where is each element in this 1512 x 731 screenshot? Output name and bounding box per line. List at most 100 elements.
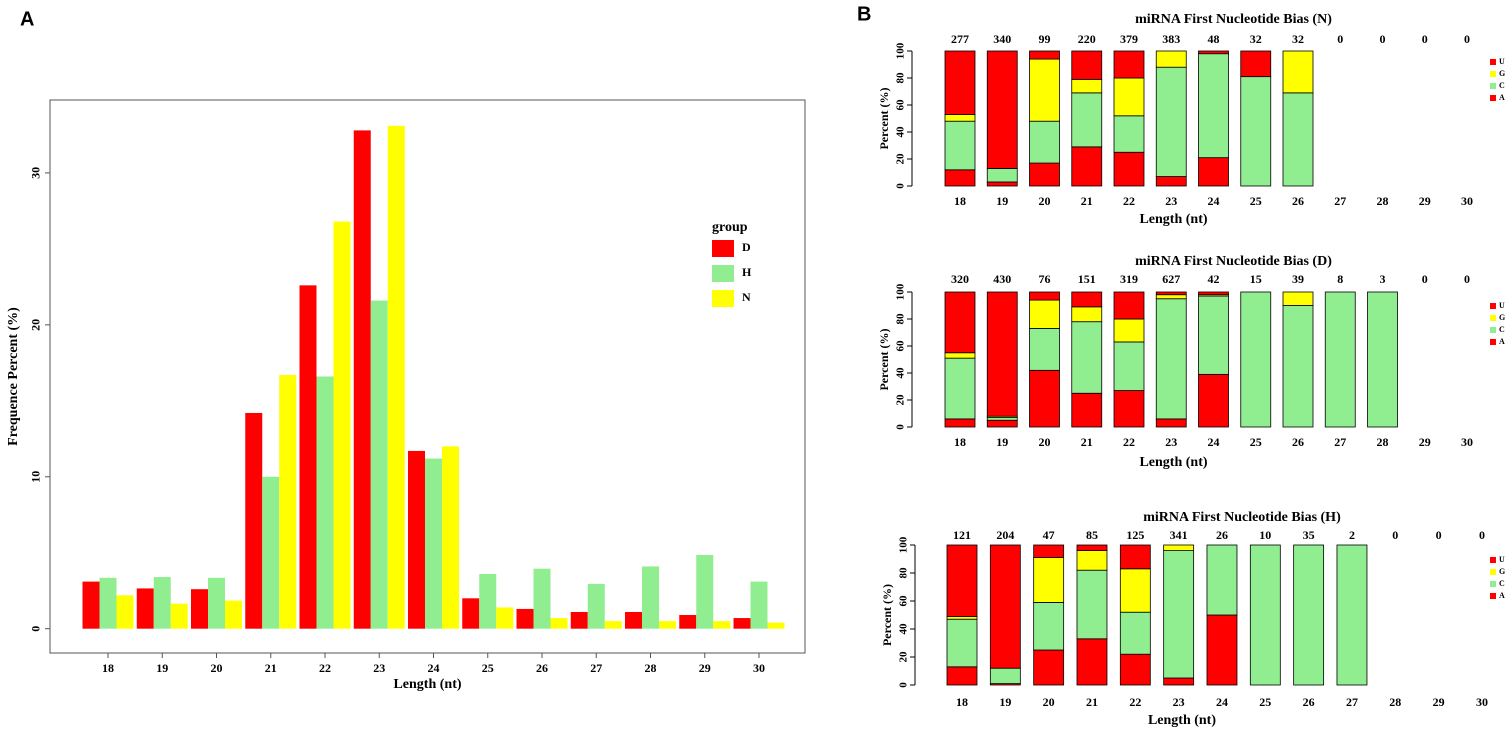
bar-segment bbox=[944, 352, 976, 359]
bar bbox=[245, 412, 263, 629]
bar bbox=[387, 125, 405, 629]
count-label: 0 bbox=[1464, 272, 1470, 286]
y-tick-label: 20 bbox=[898, 651, 910, 663]
bar-segment bbox=[944, 50, 976, 115]
count-label: 48 bbox=[1208, 32, 1220, 46]
legend-title: group bbox=[712, 220, 748, 235]
bar bbox=[191, 589, 208, 629]
bar-segment bbox=[1155, 66, 1187, 177]
count-label: 26 bbox=[1216, 528, 1228, 542]
x-tick-label: 29 bbox=[1419, 435, 1431, 449]
count-label: 0 bbox=[1337, 32, 1343, 46]
bar-segment bbox=[986, 417, 1018, 421]
bar-segment bbox=[1029, 291, 1060, 301]
count-label: 42 bbox=[1208, 272, 1220, 286]
x-tick-label: 28 bbox=[1377, 194, 1389, 208]
bar-segment bbox=[944, 114, 976, 122]
x-tick-label: 28 bbox=[1377, 435, 1389, 449]
bar-segment bbox=[1119, 568, 1151, 613]
bar-segment bbox=[1198, 50, 1229, 55]
y-tick-label: 0 bbox=[29, 626, 43, 632]
legend-label: A bbox=[1499, 337, 1505, 346]
legend-swatch bbox=[1490, 327, 1496, 333]
bar bbox=[570, 611, 588, 629]
count-label: 121 bbox=[953, 528, 971, 542]
y-tick-label: 40 bbox=[895, 367, 907, 379]
legend-swatch bbox=[1490, 83, 1496, 89]
x-axis-title: Length (nt) bbox=[1139, 455, 1207, 470]
count-label: 379 bbox=[1120, 32, 1138, 46]
x-tick-label: 25 bbox=[1250, 435, 1262, 449]
bar-segment bbox=[1113, 390, 1145, 428]
x-tick-label: 19 bbox=[156, 661, 168, 675]
x-tick-label: 20 bbox=[1043, 695, 1055, 709]
chart-title: miRNA First Nucleotide Bias (H) bbox=[1143, 510, 1341, 525]
y-tick-label: 20 bbox=[895, 394, 907, 406]
x-tick-label: 22 bbox=[1129, 695, 1141, 709]
bar-segment bbox=[1155, 291, 1187, 296]
bar bbox=[516, 608, 534, 629]
bar-segment bbox=[1198, 373, 1229, 428]
bar bbox=[679, 615, 697, 629]
bar-segment bbox=[1029, 58, 1060, 122]
bar-segment bbox=[1198, 291, 1229, 296]
bar-segment bbox=[1071, 146, 1103, 187]
x-tick-label: 20 bbox=[1039, 435, 1051, 449]
count-label: 0 bbox=[1422, 272, 1428, 286]
y-tick-label: 60 bbox=[895, 340, 907, 352]
bar bbox=[262, 476, 280, 629]
x-axis-title: Length (nt) bbox=[393, 677, 461, 692]
x-tick-label: 25 bbox=[1259, 695, 1271, 709]
legend-swatch bbox=[1490, 581, 1496, 587]
bar-segment bbox=[1033, 557, 1065, 603]
legend-swatch bbox=[1490, 569, 1496, 575]
bar-segment bbox=[1113, 50, 1145, 79]
bar-segment bbox=[1324, 291, 1356, 428]
legend-label: C bbox=[1499, 81, 1505, 90]
x-axis-title: Length (nt) bbox=[1148, 713, 1216, 728]
x-tick-label: 22 bbox=[1123, 435, 1135, 449]
count-label: 0 bbox=[1392, 528, 1398, 542]
bar bbox=[82, 581, 100, 629]
bar-segment bbox=[1198, 53, 1229, 159]
count-label: 99 bbox=[1039, 32, 1051, 46]
y-tick-label: 80 bbox=[895, 313, 907, 325]
bar bbox=[659, 621, 676, 629]
count-label: 32 bbox=[1250, 32, 1262, 46]
bar-segment bbox=[1113, 151, 1145, 187]
bar-segment bbox=[1119, 611, 1151, 655]
legend-label: H bbox=[742, 265, 752, 279]
bar bbox=[533, 568, 551, 629]
count-label: 8 bbox=[1337, 272, 1343, 286]
bar-segment bbox=[1119, 544, 1151, 570]
legend-label: A bbox=[1499, 93, 1505, 102]
bar-segment bbox=[1033, 544, 1065, 559]
bar-segment bbox=[946, 544, 978, 617]
legend-label: A bbox=[1499, 591, 1505, 600]
x-tick-label: 24 bbox=[1208, 194, 1220, 208]
x-tick-label: 25 bbox=[482, 661, 494, 675]
count-label: 0 bbox=[1422, 32, 1428, 46]
y-axis-title: Percent (%) bbox=[880, 584, 894, 646]
bar-segment bbox=[1071, 392, 1103, 428]
legend-label: G bbox=[1499, 69, 1505, 78]
bar-segment bbox=[1249, 544, 1281, 686]
x-tick-label: 18 bbox=[102, 661, 114, 675]
count-label: 2 bbox=[1349, 528, 1355, 542]
count-label: 125 bbox=[1126, 528, 1144, 542]
x-tick-label: 21 bbox=[1081, 435, 1093, 449]
bar-segment bbox=[1113, 291, 1145, 320]
bar-segment bbox=[1076, 569, 1108, 640]
bar-segment bbox=[1282, 50, 1314, 94]
bar-segment bbox=[1029, 328, 1060, 371]
bar-segment bbox=[1119, 653, 1151, 686]
bar bbox=[479, 574, 497, 629]
legend-swatch bbox=[712, 265, 734, 282]
bar-segment bbox=[1163, 677, 1195, 686]
bar bbox=[99, 577, 117, 629]
y-tick-label: 20 bbox=[895, 153, 907, 165]
legend-label: U bbox=[1499, 57, 1505, 66]
chart-title: miRNA First Nucleotide Bias (D) bbox=[1135, 254, 1332, 269]
x-tick-label: 21 bbox=[1081, 194, 1093, 208]
count-label: 220 bbox=[1078, 32, 1096, 46]
